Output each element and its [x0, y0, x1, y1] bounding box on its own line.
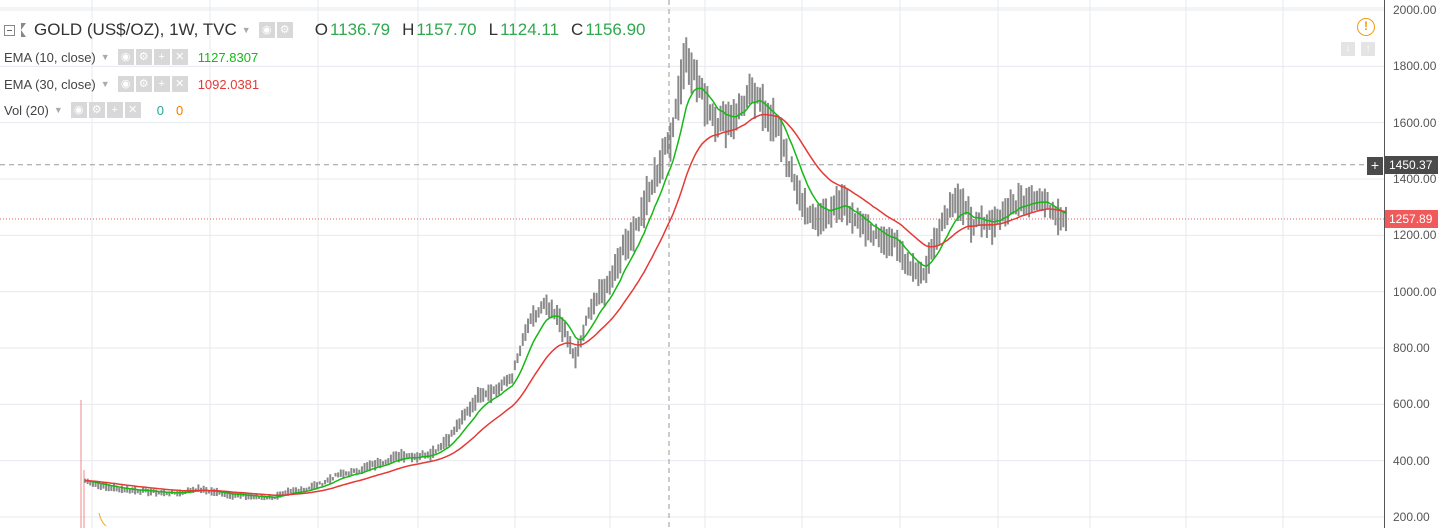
ema10-legend: EMA (10, close) ▼ ◉ ⚙ + ✕ 1127.8307	[4, 49, 258, 65]
arrow-down-icon[interactable]: ↓	[1341, 42, 1355, 56]
crosshair-price-label: 1450.37	[1385, 155, 1439, 174]
ema10-value: 1127.8307	[197, 49, 259, 65]
ema30-line	[85, 113, 1067, 497]
chevron-down-icon[interactable]: ▼	[241, 25, 251, 35]
volume-name[interactable]: Vol (20)	[4, 102, 49, 118]
ema30-legend: EMA (30, close) ▼ ◉ ⚙ + ✕ 1092.0381	[4, 76, 259, 92]
add-plus-icon[interactable]: +	[1367, 157, 1383, 175]
eye-icon[interactable]: ◉	[258, 22, 275, 38]
price-axis[interactable]: 2000.00 1800.00 1600.00 1400.00 1200.00 …	[1384, 0, 1452, 528]
gear-icon[interactable]: ⚙	[135, 76, 152, 92]
last-price-label: 1257.89	[1385, 210, 1439, 229]
low-value: 1124.11	[500, 20, 560, 39]
ema30-value: 1092.0381	[197, 76, 260, 92]
eye-icon[interactable]: ◉	[70, 102, 87, 118]
open-label: O	[314, 20, 328, 39]
alert-clock-icon[interactable]: !	[1357, 18, 1375, 36]
arrow-up-icon[interactable]: ↑	[1361, 42, 1375, 56]
close-label: C	[571, 20, 584, 39]
price-axis-tick: 1200.00	[1393, 228, 1437, 243]
ema10-line	[84, 87, 1067, 498]
price-axis-tick: 2000.00	[1393, 3, 1437, 17]
close-icon[interactable]: ✕	[124, 102, 141, 118]
close-icon[interactable]: ✕	[171, 49, 188, 65]
chevron-down-icon[interactable]: ▼	[100, 52, 110, 62]
symbol-title[interactable]: GOLD (US$/OZ), 1W, TVC	[34, 20, 237, 39]
plus-icon[interactable]: +	[106, 102, 123, 118]
eye-icon[interactable]: ◉	[117, 76, 134, 92]
high-value: 1157.70	[416, 20, 477, 39]
ema30-name[interactable]: EMA (30, close)	[4, 76, 96, 92]
plus-icon[interactable]: +	[153, 49, 170, 65]
collapse-icon[interactable]	[4, 24, 15, 36]
eye-icon[interactable]: ◉	[117, 49, 134, 65]
close-value: 1156.90	[585, 20, 646, 39]
volume-legend: Vol (20) ▼ ◉ ⚙ + ✕ 0 0	[4, 102, 183, 118]
price-axis-tick: 400.00	[1393, 453, 1430, 468]
price-chart[interactable]	[0, 0, 1384, 528]
gear-icon[interactable]: ⚙	[88, 102, 105, 118]
price-axis-tick: 600.00	[1393, 397, 1430, 412]
plus-icon[interactable]: +	[153, 76, 170, 92]
flag-icon[interactable]	[21, 23, 26, 37]
chevron-down-icon[interactable]: ▼	[100, 79, 110, 89]
gear-icon[interactable]: ⚙	[135, 49, 152, 65]
price-axis-tick: 1000.00	[1393, 284, 1437, 299]
open-value: 1136.79	[329, 20, 391, 39]
high-label: H	[402, 20, 415, 39]
price-axis-tick: 1600.00	[1393, 115, 1437, 130]
volume-ma-line	[98, 512, 107, 527]
close-icon[interactable]: ✕	[171, 76, 188, 92]
ema10-name[interactable]: EMA (10, close)	[4, 49, 96, 65]
chart-area[interactable]	[0, 0, 1384, 528]
low-label: L	[488, 20, 499, 39]
volume-ma-value: 0	[175, 102, 184, 118]
gear-icon[interactable]: ⚙	[276, 22, 293, 38]
price-axis-tick: 200.00	[1393, 510, 1430, 524]
chevron-down-icon[interactable]: ▼	[53, 105, 63, 115]
price-axis-tick: 1800.00	[1393, 59, 1437, 74]
price-axis-tick: 800.00	[1393, 341, 1430, 355]
volume-value: 0	[156, 102, 164, 118]
price-axis-tick: 1400.00	[1393, 172, 1437, 186]
